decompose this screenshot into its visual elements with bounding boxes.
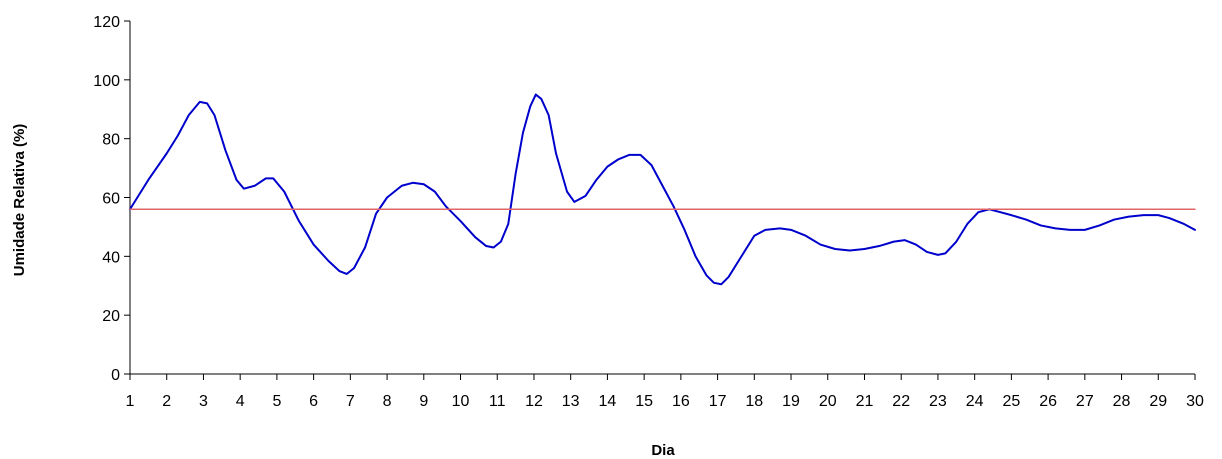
x-tick-label: 1 (126, 393, 135, 410)
y-tick-label: 120 (93, 14, 120, 31)
y-tick-label: 80 (102, 132, 120, 149)
x-tick-label: 14 (599, 393, 617, 410)
y-tick-label: 0 (111, 367, 120, 384)
y-axis-title: Umidade Relativa (%) (11, 124, 28, 277)
x-tick-label: 19 (782, 393, 800, 410)
y-tick-label: 100 (93, 73, 120, 90)
x-tick-label: 26 (1039, 393, 1057, 410)
x-tick-label: 2 (162, 393, 171, 410)
x-tick-label: 20 (819, 393, 837, 410)
x-tick-label: 3 (199, 393, 208, 410)
x-tick-label: 13 (562, 393, 580, 410)
x-tick-label: 16 (672, 393, 690, 410)
x-axis-title: Dia (651, 442, 675, 459)
x-tick-label: 22 (892, 393, 910, 410)
x-tick-label: 17 (709, 393, 727, 410)
x-tick-label: 24 (966, 393, 984, 410)
x-tick-label: 18 (745, 393, 763, 410)
y-tick-label: 40 (102, 249, 120, 266)
x-tick-label: 27 (1076, 393, 1094, 410)
y-tick-label: 20 (102, 308, 120, 325)
x-tick-label: 15 (635, 393, 653, 410)
x-tick-label: 6 (309, 393, 318, 410)
x-tick-label: 10 (452, 393, 470, 410)
x-tick-label: 25 (1002, 393, 1020, 410)
series-line-humidity (129, 93, 1196, 286)
x-tick-label: 7 (346, 393, 355, 410)
x-tick-label: 30 (1186, 393, 1204, 410)
x-tick-label: 8 (383, 393, 392, 410)
x-tick-label: 28 (1113, 393, 1131, 410)
y-tick-label: 60 (102, 191, 120, 208)
x-tick-label: 23 (929, 393, 947, 410)
x-tick-label: 12 (525, 393, 543, 410)
x-tick-label: 4 (236, 393, 245, 410)
x-tick-label: 29 (1149, 393, 1167, 410)
x-tick-label: 11 (489, 393, 506, 410)
x-tick-label: 21 (856, 393, 874, 410)
x-tick-label: 9 (419, 393, 428, 410)
x-tick-label: 5 (272, 393, 281, 410)
